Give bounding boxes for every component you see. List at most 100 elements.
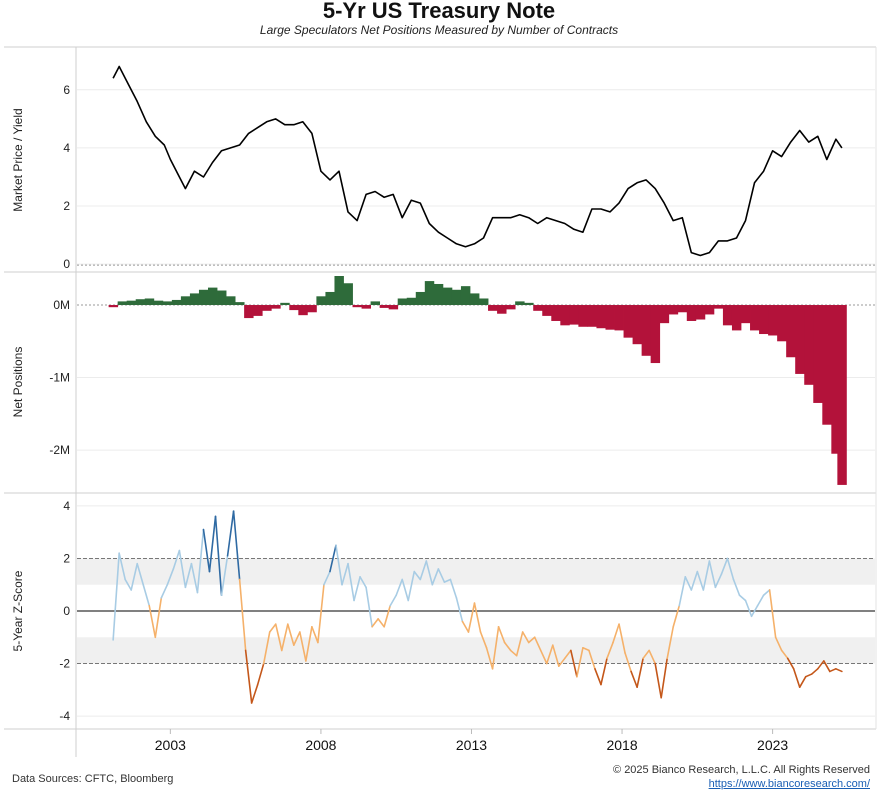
net-position-bar [786, 305, 796, 358]
zscore-series-segment [473, 602, 482, 633]
zscore-series-segment [256, 662, 265, 686]
price-tick-label: 6 [63, 83, 70, 97]
zscore-series-segment [178, 549, 187, 589]
net-position-bar [144, 298, 155, 306]
zscore-series-segment [768, 589, 777, 639]
net-position-bar [677, 305, 688, 313]
net-position-bar [262, 305, 272, 311]
zscore-series-segment [365, 586, 373, 628]
zscore-series-segment [172, 549, 181, 570]
zscore-series-segment [485, 646, 494, 670]
net-position-bar [244, 305, 254, 319]
net-position-bar [226, 296, 236, 306]
zscore-series-segment [636, 657, 644, 689]
net-position-bar [722, 305, 733, 326]
zscore-series-segment [437, 568, 446, 583]
net-position-bar [587, 305, 597, 327]
net-position-bar [343, 283, 353, 306]
zscore-series-segment [702, 560, 711, 591]
zscore-series-segment [286, 623, 295, 646]
net-position-bar [837, 305, 847, 485]
zscore-series-segment [750, 604, 759, 618]
price-panel: 0 2 4 6 [63, 65, 875, 271]
zscore-series-segment [184, 562, 193, 589]
zscore-series-segment [305, 625, 313, 662]
zscore-series-segment [112, 552, 120, 641]
net-position-bar [189, 293, 200, 306]
net-position-bar [524, 302, 534, 306]
zscore-series-segment [804, 673, 813, 678]
zscore-band [77, 558, 875, 585]
zscore-series-segment [202, 528, 211, 573]
net-position-bar [180, 296, 191, 306]
zscore-series-segment [606, 641, 614, 660]
zscore-series-segment [341, 562, 349, 586]
zscore-series-segment [449, 578, 458, 599]
net-position-bar [542, 305, 552, 316]
zscore-series-segment [491, 625, 500, 670]
website-link[interactable]: https://www.biancoresearch.com/ [708, 778, 870, 790]
zscore-series-segment [467, 602, 476, 633]
zscore-axis-label: 5-Year Z-Score [11, 570, 25, 651]
net-position-bar [614, 305, 624, 331]
zscore-series-segment [582, 646, 590, 652]
net-position-bar [162, 301, 173, 306]
zscore-series-segment [678, 576, 687, 607]
zscore-series-segment [220, 555, 229, 597]
net-position-bar [135, 299, 146, 306]
zscore-series-segment [509, 649, 518, 657]
net-position-bar [352, 305, 362, 308]
zscore-series-segment [570, 649, 578, 678]
zscore-series-segment [618, 623, 626, 654]
zscore-series-segment [299, 631, 307, 662]
net-positions-panel: 0M -1M -2M [49, 276, 875, 485]
zscore-series-segment [792, 668, 801, 689]
zscore-tick-label: -2 [59, 657, 70, 671]
net-position-bar [235, 302, 245, 306]
zscore-series-segment [190, 562, 199, 594]
net-position-bar [217, 290, 227, 306]
net-position-bar [307, 305, 317, 313]
zscore-series-segment [208, 515, 217, 573]
net-position-bar [822, 305, 832, 425]
data-sources: Data Sources: CFTC, Bloomberg [12, 773, 174, 785]
net-position-bar [668, 305, 679, 315]
zscore-series-segment [564, 649, 572, 660]
zscore-tick-label: 4 [63, 499, 70, 513]
zscore-series-segment [720, 557, 729, 576]
net-position-bar [533, 305, 543, 311]
zscore-series-segment [829, 668, 837, 673]
zscore-series-segment [226, 510, 235, 557]
zscore-series-segment [708, 560, 717, 589]
zscore-series-segment [353, 576, 361, 602]
zscore-series-segment [389, 594, 398, 607]
zscore-series-segment [268, 623, 277, 633]
zscore-series-segment [443, 578, 452, 583]
zscore-series-segment [780, 649, 789, 660]
net-position-bar [740, 305, 751, 324]
x-tick-label: 2003 [155, 737, 186, 753]
zscore-series-segment [744, 599, 753, 618]
net-position-bar [497, 305, 507, 314]
net-position-bar [171, 299, 182, 306]
copyright-text: © 2025 Bianco Research, L.L.C. All Right… [613, 764, 870, 776]
net-position-bar [298, 305, 308, 316]
net-position-bar [126, 300, 137, 306]
zscore-series-segment [823, 660, 831, 673]
price-tick-label: 4 [63, 141, 70, 155]
zscore-series-segment [654, 662, 662, 699]
net-position-bar [451, 289, 462, 306]
net-position-bar [632, 305, 643, 345]
zscore-series-segment [148, 604, 157, 639]
zscore-series-segment [118, 552, 126, 581]
net-position-bar [659, 305, 670, 324]
net-position-bar [198, 289, 209, 306]
net-position-bar [506, 305, 516, 310]
net-position-bar [777, 305, 787, 342]
zscore-series-segment [238, 578, 247, 652]
zscore-series-segment [274, 623, 283, 652]
zscore-series-segment [714, 573, 723, 589]
net-position-bar [442, 287, 453, 306]
zscore-series-segment [293, 631, 301, 646]
